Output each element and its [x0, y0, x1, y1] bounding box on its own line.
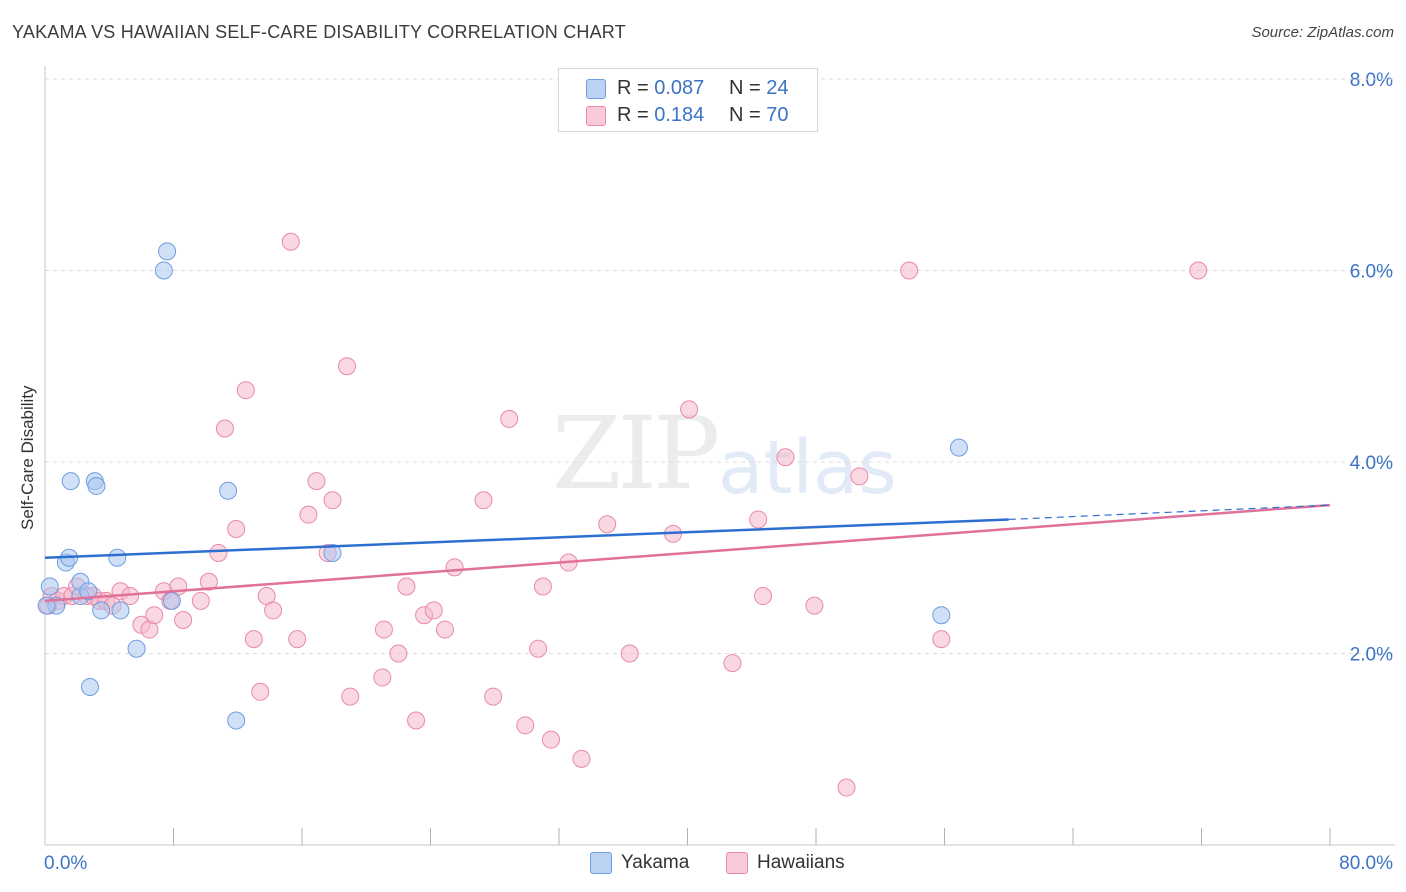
- r-value: 0.184: [654, 104, 705, 126]
- y-tick-label: 8.0%: [1350, 70, 1393, 91]
- yakama-point: [87, 476, 106, 495]
- yakama-point: [127, 639, 146, 658]
- yakama-point: [219, 481, 238, 500]
- hawaiians-trend-line: [44, 503, 1331, 603]
- hawaiians-point: [474, 491, 493, 510]
- hawaiians-point: [805, 596, 824, 615]
- y-tick-label: 6.0%: [1350, 262, 1393, 283]
- n-label: N =: [729, 77, 767, 99]
- hawaiians-point: [572, 749, 591, 768]
- hawaiians-point: [288, 630, 307, 649]
- hawaiians-point: [209, 543, 228, 562]
- hawaiians-point: [191, 591, 210, 610]
- n-label: N =: [729, 104, 767, 126]
- hawaiians-point: [529, 639, 548, 658]
- yakama-point: [80, 678, 99, 697]
- yakama-point: [162, 591, 181, 610]
- legend-swatch-hawaiians: [726, 852, 748, 874]
- yakama-point: [79, 582, 98, 601]
- hawaiians-point: [541, 730, 560, 749]
- x-tick-label: 80.0%: [1339, 853, 1393, 874]
- hawaiians-point: [850, 467, 869, 486]
- yakama-point: [108, 548, 127, 567]
- hawaiians-point: [236, 381, 255, 400]
- hawaiians-point: [337, 357, 356, 376]
- hawaiians-point: [484, 687, 503, 706]
- yakama-point: [61, 472, 80, 491]
- hawaiians-point: [341, 687, 360, 706]
- yakama-trend-line: [44, 518, 1009, 559]
- hawaiians-point: [281, 232, 300, 251]
- n-value: 70: [766, 104, 789, 126]
- y-tick-label: 2.0%: [1350, 645, 1393, 666]
- legend-row-yakama: R = 0.087 N = 24: [559, 75, 817, 101]
- hawaiians-point: [251, 682, 270, 701]
- legend-label-hawaiians: Hawaiians: [757, 852, 845, 873]
- hawaiians-point: [199, 572, 218, 591]
- hawaiians-point: [174, 610, 193, 629]
- watermark-atlas: atlas: [718, 425, 897, 511]
- yakama-point: [111, 601, 130, 620]
- hawaiians-point: [620, 644, 639, 663]
- source-label: Source: ZipAtlas.com: [1251, 24, 1394, 41]
- legend-label-yakama: Yakama: [621, 852, 690, 873]
- hawaiians-point: [435, 620, 454, 639]
- hawaiians-point: [145, 606, 164, 625]
- yakama-point: [158, 242, 177, 261]
- hawaiians-point: [215, 419, 234, 438]
- yakama-point: [154, 261, 173, 280]
- hawaiians-point: [723, 654, 742, 673]
- legend-row-hawaiians: R = 0.184 N = 70: [559, 102, 817, 128]
- hawaiians-point: [424, 601, 443, 620]
- x-tick-label: 0.0%: [44, 853, 87, 874]
- hawaiians-point: [244, 630, 263, 649]
- yakama-point: [227, 711, 246, 730]
- hawaiians-point: [374, 620, 393, 639]
- n-value: 24: [766, 77, 789, 99]
- hawaiians-point: [680, 400, 699, 419]
- r-label: R =: [617, 77, 655, 99]
- hawaiians-point: [598, 515, 617, 534]
- yakama-point: [40, 577, 59, 596]
- hawaiians-point: [516, 716, 535, 735]
- hawaiians-point: [749, 510, 768, 529]
- r-label: R =: [617, 104, 655, 126]
- legend-swatch-yakama: [586, 79, 606, 99]
- yakama-point: [323, 543, 342, 562]
- y-axis-label: Self-Care Disability: [18, 385, 37, 530]
- series-legend: Yakama Hawaiians: [0, 850, 1406, 880]
- hawaiians-point: [397, 577, 416, 596]
- hawaiians-point: [1189, 261, 1208, 280]
- r-value: 0.087: [654, 77, 705, 99]
- legend-swatch-yakama: [590, 852, 612, 874]
- yakama-point: [949, 438, 968, 457]
- hawaiians-point: [264, 601, 283, 620]
- hawaiians-point: [323, 491, 342, 510]
- hawaiians-point: [407, 711, 426, 730]
- yakama-point: [932, 606, 951, 625]
- hawaiians-point: [900, 261, 919, 280]
- hawaiians-point: [227, 520, 246, 539]
- hawaiians-point: [307, 472, 326, 491]
- legend-swatch-hawaiians: [586, 106, 606, 126]
- hawaiians-point: [837, 778, 856, 797]
- hawaiians-point: [299, 505, 318, 524]
- hawaiians-point: [445, 558, 464, 577]
- yakama-point: [92, 601, 111, 620]
- hawaiians-point: [389, 644, 408, 663]
- y-tick-label: 4.0%: [1350, 453, 1393, 474]
- yakama-trend-extension: [1008, 504, 1331, 521]
- hawaiians-point: [776, 448, 795, 467]
- hawaiians-point: [373, 668, 392, 687]
- chart-title: YAKAMA VS HAWAIIAN SELF-CARE DISABILITY …: [12, 22, 626, 42]
- hawaiians-point: [753, 587, 772, 606]
- hawaiians-point: [932, 630, 951, 649]
- correlation-legend: R = 0.087 N = 24 R = 0.184 N = 70: [558, 68, 818, 132]
- hawaiians-point: [533, 577, 552, 596]
- hawaiians-point: [500, 409, 519, 428]
